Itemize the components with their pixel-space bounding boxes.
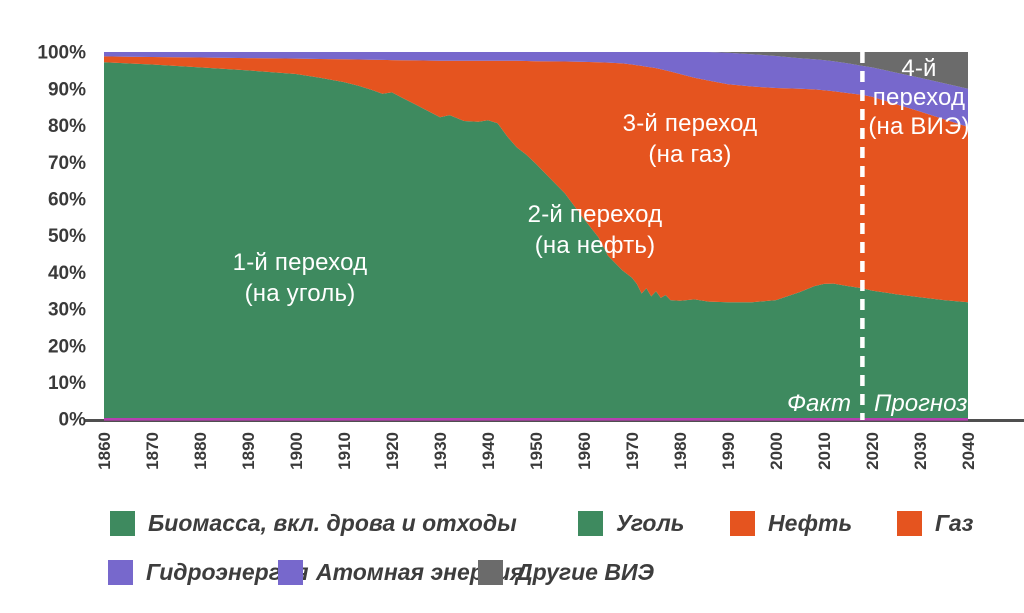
legend-label-oil: Нефть	[768, 509, 853, 536]
legend-swatch-hydro	[108, 559, 133, 585]
y-tick-label: 80%	[48, 116, 86, 137]
annotation-line: 1-й переход	[232, 249, 368, 276]
annotation-line: (на ВИЭ)	[868, 113, 970, 140]
y-tick-label: 70%	[48, 153, 86, 174]
forecast-label: Прогноз	[874, 390, 968, 417]
annotation-transition-2: 2-й переход (на нефть)	[470, 199, 720, 261]
x-tick-label: 1900	[287, 432, 306, 470]
area-series-2	[104, 52, 968, 127]
legend-swatch-biomass	[110, 510, 135, 536]
legend-item-biomass: Биомасса, вкл. дрова и отходы	[110, 510, 517, 536]
annotation-transition-4: 4-й переход (на ВИЭ)	[856, 54, 982, 141]
annotation-line: 2-й переход	[527, 201, 663, 228]
annotation-line: (на уголь)	[244, 280, 356, 307]
legend-item-gas: Газ	[897, 510, 973, 536]
fact-label: Факт	[786, 390, 851, 417]
x-tick-label: 1950	[527, 432, 546, 470]
x-tick-label: 2000	[767, 432, 786, 470]
y-tick-label: 90%	[48, 79, 86, 100]
x-tick-label: 1910	[335, 432, 354, 470]
annotation-line: 3-й переход	[622, 110, 758, 137]
annotation-line: 4-й	[901, 55, 937, 82]
annotation-transition-3: 3-й переход (на газ)	[565, 108, 815, 170]
annotation-line: (на нефть)	[534, 232, 656, 259]
area-series-0	[104, 62, 968, 420]
legend-label-other-res: Другие ВИЭ	[516, 558, 655, 585]
legend-label-coal: Уголь	[616, 509, 685, 536]
legend-swatch-gas	[897, 510, 922, 536]
legend-label-biomass: Биомасса, вкл. дрова и отходы	[148, 509, 517, 536]
y-tick-label: 100%	[37, 43, 86, 64]
annotation-transition-1: 1-й переход (на уголь)	[170, 247, 430, 309]
x-tick-label: 1970	[623, 432, 642, 470]
x-tick-label: 1870	[143, 432, 162, 470]
y-tick-label: 10%	[48, 373, 86, 394]
x-tick-label: 1960	[575, 432, 594, 470]
x-tick-label: 1860	[95, 432, 114, 470]
y-tick-label: 30%	[48, 300, 86, 321]
annotation-line: (на газ)	[648, 141, 732, 168]
x-tick-label: 1930	[431, 432, 450, 470]
x-tick-label: 1920	[383, 432, 402, 470]
y-tick-label: 0%	[59, 410, 87, 431]
x-tick-label: 1890	[239, 432, 258, 470]
legend-swatch-oil	[730, 510, 755, 536]
legend-label-gas: Газ	[935, 509, 974, 536]
area-series-1	[104, 56, 968, 303]
area-series-3	[104, 52, 968, 89]
legend-item-oil: Нефть	[730, 510, 852, 536]
x-tick-label: 2040	[959, 432, 978, 470]
annotation-line: переход	[872, 84, 966, 111]
x-tick-label: 1980	[671, 432, 690, 470]
x-tick-label: 1880	[191, 432, 210, 470]
x-tick-label: 2020	[863, 432, 882, 470]
x-tick-label: 1940	[479, 432, 498, 470]
y-tick-label: 60%	[48, 189, 86, 210]
x-tick-label: 2010	[815, 432, 834, 470]
legend-swatch-nuclear	[278, 559, 303, 585]
legend-swatch-other-res	[478, 559, 503, 585]
x-tick-label: 1990	[719, 432, 738, 470]
x-tick-label: 2030	[911, 432, 930, 470]
legend-item-other-res: Другие ВИЭ	[478, 559, 654, 585]
legend-item-coal: Уголь	[578, 510, 684, 536]
y-tick-label: 50%	[48, 226, 86, 247]
y-tick-label: 40%	[48, 263, 86, 284]
legend-swatch-coal	[578, 510, 603, 536]
y-tick-label: 20%	[48, 336, 86, 357]
